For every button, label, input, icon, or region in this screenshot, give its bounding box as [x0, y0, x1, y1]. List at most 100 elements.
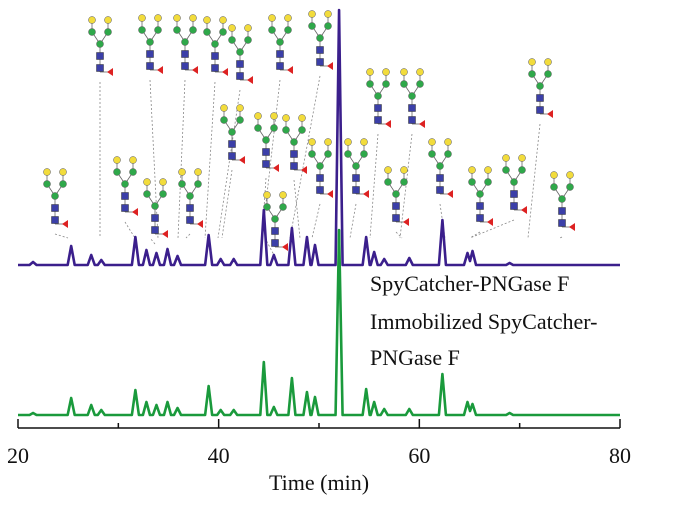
mannose [284, 26, 292, 34]
mannose [268, 26, 276, 34]
glcnac [151, 214, 159, 222]
mannose [151, 202, 159, 210]
galactose [400, 68, 408, 76]
glcnac [352, 174, 360, 182]
galactose [220, 104, 228, 112]
galactose [444, 138, 452, 146]
glcnac [96, 64, 104, 72]
mannose [400, 178, 408, 186]
mannose [366, 80, 374, 88]
mannose [143, 190, 151, 198]
galactose [400, 166, 408, 174]
galactose [382, 68, 390, 76]
mannose [502, 166, 510, 174]
galactose [113, 156, 121, 164]
fucose [419, 120, 425, 128]
galactose [270, 112, 278, 120]
glcnac [408, 104, 416, 112]
glcnac [228, 140, 236, 148]
x-tick-label: 80 [609, 443, 631, 468]
mannose [228, 36, 236, 44]
glcnac [96, 52, 104, 60]
leader-line [527, 123, 541, 239]
glcnac [211, 52, 219, 60]
glcnac [290, 150, 298, 158]
glcnac [352, 186, 360, 194]
fucose [273, 164, 279, 172]
glcnac [392, 214, 400, 222]
mannose [189, 26, 197, 34]
mannose [51, 192, 59, 200]
mannose [352, 162, 360, 170]
leader-line [204, 81, 216, 239]
mannose [236, 116, 244, 124]
glcnac [121, 204, 129, 212]
x-axis-title: Time (min) [269, 470, 369, 495]
glcnac [476, 202, 484, 210]
glcnac [271, 239, 279, 247]
galactose [129, 156, 137, 164]
galactose [219, 16, 227, 24]
chromatogram-line [18, 8, 620, 267]
mannose [344, 150, 352, 158]
fucose [327, 190, 333, 198]
galactose [544, 58, 552, 66]
leader-line [124, 221, 136, 239]
mannose [159, 190, 167, 198]
fucose [569, 223, 575, 231]
mannose [254, 124, 262, 132]
mannose [178, 180, 186, 188]
mannose [544, 70, 552, 78]
galactose [268, 14, 276, 22]
mannose [408, 92, 416, 100]
fucose [385, 120, 391, 128]
fucose [192, 66, 198, 74]
galactose [189, 14, 197, 22]
galactose [366, 68, 374, 76]
fucose [162, 230, 168, 238]
glcnac [151, 226, 159, 234]
mannose [88, 28, 96, 36]
fucose [547, 110, 553, 118]
fucose [282, 243, 288, 251]
fucose [222, 68, 228, 76]
galactose [159, 178, 167, 186]
glcnac [316, 46, 324, 54]
galactose [59, 168, 67, 176]
glcnac [276, 50, 284, 58]
mannose [558, 195, 566, 203]
fucose [247, 76, 253, 84]
mannose [298, 126, 306, 134]
galactose [528, 58, 536, 66]
galactose [308, 138, 316, 146]
galactose [143, 178, 151, 186]
mannose [146, 38, 154, 46]
leader-line [399, 133, 413, 239]
galactose [360, 138, 368, 146]
mannose [96, 40, 104, 48]
x-tick-label: 20 [7, 443, 29, 468]
glcnac [181, 50, 189, 58]
leader-line [54, 233, 69, 239]
galactose [298, 114, 306, 122]
galactose [178, 168, 186, 176]
mannose [400, 80, 408, 88]
fucose [521, 206, 527, 214]
glcnac [186, 204, 194, 212]
mannose [550, 183, 558, 191]
mannose [416, 80, 424, 88]
leader-line [221, 169, 233, 239]
mannose [392, 190, 400, 198]
x-tick-label: 40 [208, 443, 230, 468]
mannose [484, 178, 492, 186]
fucose [447, 190, 453, 198]
fucose [403, 218, 409, 226]
galactose [308, 10, 316, 18]
fucose [487, 218, 493, 226]
glcnac [436, 174, 444, 182]
galactose [263, 191, 271, 199]
galactose [43, 168, 51, 176]
glcnac [236, 72, 244, 80]
mannose [271, 215, 279, 223]
